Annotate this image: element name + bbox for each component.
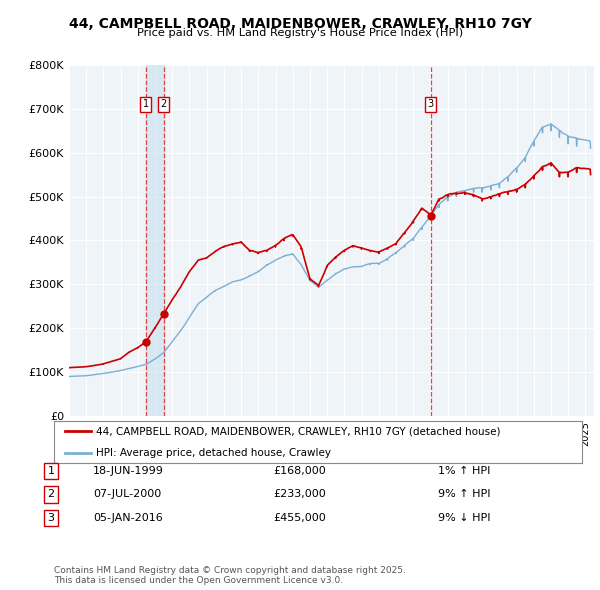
Text: 1: 1	[143, 99, 149, 109]
Text: 3: 3	[428, 99, 434, 109]
Text: Price paid vs. HM Land Registry's House Price Index (HPI): Price paid vs. HM Land Registry's House …	[137, 28, 463, 38]
Text: 1: 1	[47, 466, 55, 476]
Text: £233,000: £233,000	[274, 490, 326, 499]
Text: 1% ↑ HPI: 1% ↑ HPI	[438, 466, 490, 476]
Text: 07-JUL-2000: 07-JUL-2000	[93, 490, 161, 499]
Text: 3: 3	[47, 513, 55, 523]
Text: £455,000: £455,000	[274, 513, 326, 523]
Text: 44, CAMPBELL ROAD, MAIDENBOWER, CRAWLEY, RH10 7GY: 44, CAMPBELL ROAD, MAIDENBOWER, CRAWLEY,…	[68, 17, 532, 31]
Text: HPI: Average price, detached house, Crawley: HPI: Average price, detached house, Craw…	[96, 448, 331, 457]
Text: 05-JAN-2016: 05-JAN-2016	[93, 513, 163, 523]
Text: £168,000: £168,000	[274, 466, 326, 476]
Text: 9% ↓ HPI: 9% ↓ HPI	[438, 513, 491, 523]
Text: Contains HM Land Registry data © Crown copyright and database right 2025.
This d: Contains HM Land Registry data © Crown c…	[54, 566, 406, 585]
Bar	[146, 65, 164, 416]
Text: 2: 2	[47, 490, 55, 499]
Text: 44, CAMPBELL ROAD, MAIDENBOWER, CRAWLEY, RH10 7GY (detached house): 44, CAMPBELL ROAD, MAIDENBOWER, CRAWLEY,…	[96, 427, 501, 436]
Text: 18-JUN-1999: 18-JUN-1999	[93, 466, 164, 476]
Text: 2: 2	[161, 99, 167, 109]
Text: 9% ↑ HPI: 9% ↑ HPI	[438, 490, 491, 499]
